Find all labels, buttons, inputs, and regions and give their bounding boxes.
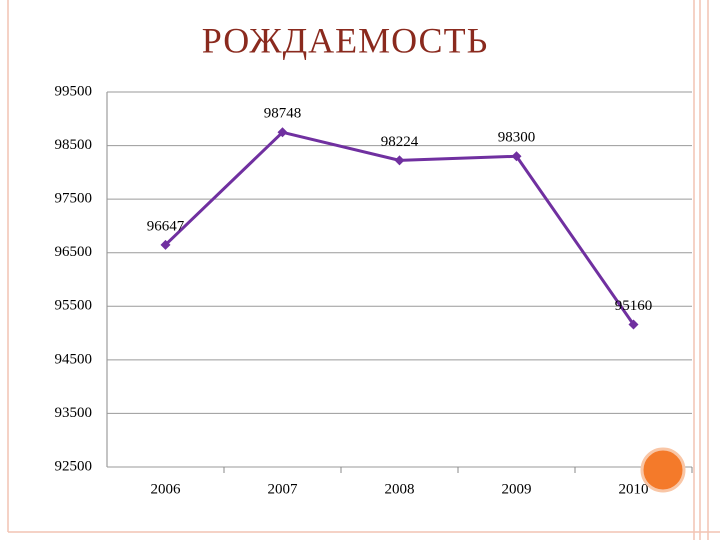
data-label: 98748	[264, 106, 302, 122]
x-tick-label: 2008	[385, 481, 415, 497]
y-tick-label: 94500	[55, 351, 93, 367]
y-tick-label: 92500	[55, 458, 93, 474]
y-tick-label: 99500	[55, 83, 93, 99]
decor-circle	[640, 447, 686, 493]
y-tick-label: 96500	[55, 244, 93, 260]
marker	[160, 239, 171, 250]
data-label: 98300	[498, 130, 536, 146]
marker	[511, 151, 522, 162]
y-tick-label: 95500	[55, 298, 93, 314]
chart-title: РОЖДАЕМОСТЬ	[202, 20, 488, 60]
data-label: 96647	[147, 218, 185, 234]
marker	[277, 127, 288, 138]
x-tick-label: 2006	[151, 481, 182, 497]
marker	[394, 155, 405, 166]
y-tick-label: 98500	[55, 137, 93, 153]
x-tick-label: 2010	[619, 481, 649, 497]
slide-border	[7, 0, 720, 540]
data-label: 95160	[615, 298, 653, 314]
plot: 92500 93500 94500 95500 96500 97500 98500 99500…	[55, 83, 693, 497]
y-tick-label: 93500	[55, 405, 93, 421]
data-label: 98224	[381, 134, 419, 150]
y-tick-label: 97500	[55, 191, 93, 207]
marker	[628, 319, 639, 330]
x-tick-label: 2007	[268, 481, 299, 497]
x-tick-label: 2009	[502, 481, 532, 497]
